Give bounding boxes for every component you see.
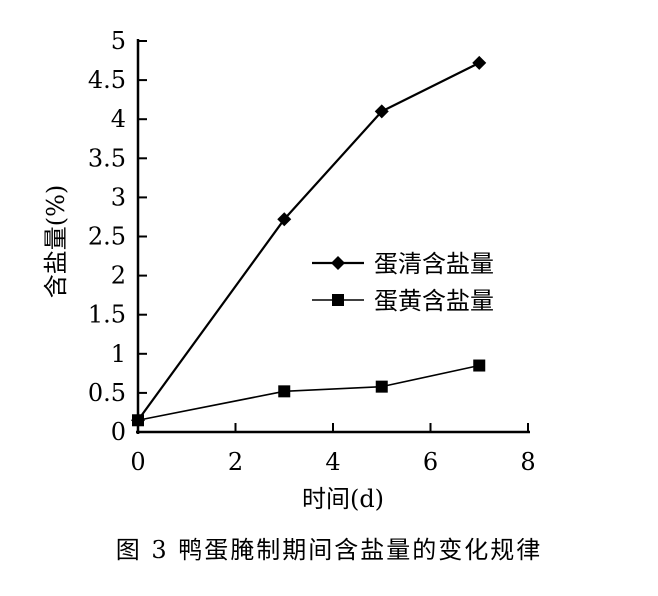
x-tick-label: 4 — [325, 448, 340, 476]
data-point — [277, 212, 292, 227]
series-0 — [131, 55, 487, 428]
x-tick-label: 8 — [520, 448, 535, 476]
axis-ticks: 0 0.5 1 1.5 2 2.5 3 3.5 4 4.5 5 0 2 4 6 8 — [88, 27, 536, 476]
legend-marker — [331, 256, 345, 270]
series-line — [137, 61, 480, 421]
x-tick-label: 2 — [228, 448, 243, 476]
data-point — [472, 55, 487, 70]
y-tick-label: 3 — [111, 183, 126, 211]
series-group — [131, 55, 487, 428]
data-point — [278, 385, 291, 398]
y-tick-label: 2.5 — [88, 223, 126, 251]
legend-label: 蛋黄含盐量 — [374, 287, 494, 315]
series-line — [137, 364, 480, 422]
figure-caption: 图 3 鸭蛋腌制期间含盐量的变化规律 — [115, 536, 543, 564]
data-point — [473, 359, 486, 372]
y-tick-label: 2 — [111, 262, 126, 290]
y-tick-label: 0 — [111, 418, 126, 446]
data-point — [132, 414, 144, 427]
series-1 — [132, 359, 486, 427]
y-tick-label: 1 — [111, 340, 126, 368]
x-tick-label: 0 — [130, 448, 145, 476]
data-point — [374, 104, 389, 119]
axis-titles: 时间(d) 含盐量(%) — [42, 185, 384, 513]
x-axis-title: 时间(d) — [302, 485, 384, 513]
y-tick-label: 0.5 — [88, 379, 126, 407]
y-tick-label: 1.5 — [88, 301, 126, 329]
y-tick-label: 4 — [111, 105, 126, 133]
legend-marker — [332, 294, 344, 306]
y-tick-label: 4.5 — [88, 66, 126, 94]
y-tick-label: 5 — [111, 27, 126, 55]
y-axis-title: 含盐量(%) — [42, 185, 70, 299]
x-tick-label: 6 — [423, 448, 438, 476]
axes — [136, 39, 530, 434]
data-point — [375, 380, 388, 393]
y-tick-label: 3.5 — [88, 144, 126, 172]
legend-label: 蛋清含盐量 — [374, 250, 494, 278]
